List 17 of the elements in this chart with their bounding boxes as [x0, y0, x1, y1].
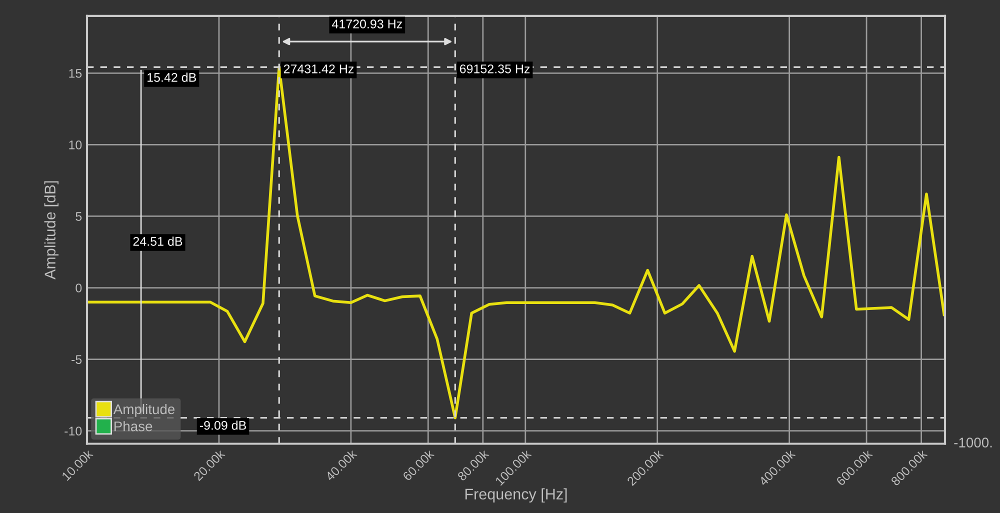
- y-tick-label: 0: [76, 284, 82, 292]
- ref-line-label: 15.42 dB: [148, 72, 196, 82]
- ref-line-label: -9.09 dB: [200, 420, 246, 430]
- y-tick-label: -5: [72, 355, 82, 364]
- y-tick-label: -10: [64, 426, 82, 436]
- y-axis-title: Amplitude [dB]: [44, 181, 59, 280]
- annotation: 24.51 dB: [133, 236, 182, 246]
- legend-label: Phase: [114, 421, 152, 432]
- text: -1000.: [954, 438, 992, 448]
- y-tick-label: 15: [69, 69, 82, 78]
- ref-line-label: 27431.42 Hz: [284, 64, 354, 74]
- y-tick-label: 10: [69, 140, 82, 150]
- ref-line-label: 69152.35 Hz: [460, 64, 530, 74]
- legend-label: Amplitude: [113, 404, 175, 417]
- annotation: 41720.93 Hz: [332, 20, 402, 28]
- y-tick-label: 5: [76, 212, 82, 221]
- x-axis-title: Frequency [Hz]: [465, 488, 567, 503]
